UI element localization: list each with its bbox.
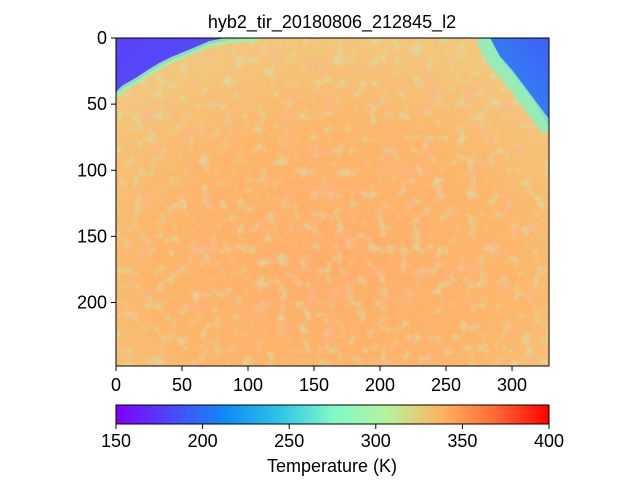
plot-frame: [115, 37, 550, 367]
y-tick-label: 200: [77, 293, 107, 313]
x-tick-label: 200: [365, 375, 395, 395]
y-tick-label: 0: [97, 28, 107, 48]
colorbar-tick-label: 250: [274, 431, 304, 451]
colorbar-tick-label: 400: [534, 431, 564, 451]
x-tick-label: 0: [111, 375, 121, 395]
colorbar-tick-label: 300: [361, 431, 391, 451]
x-tick-label: 50: [172, 375, 192, 395]
x-tick-label: 150: [299, 375, 329, 395]
x-axis: 0 50 100 150 200 250 300: [111, 366, 527, 395]
colorbar: [115, 404, 550, 425]
y-tick-label: 50: [87, 94, 107, 114]
x-tick-label: 300: [497, 375, 527, 395]
surface-warm-texture: [116, 38, 549, 366]
colorbar-tick-label: 150: [101, 431, 131, 451]
colorbar-label: Temperature (K): [267, 456, 397, 476]
chart-title: hyb2_tir_20180806_212845_l2: [208, 12, 456, 33]
y-tick-label: 150: [77, 226, 107, 246]
x-tick-label: 250: [431, 375, 461, 395]
heatmap-plot: [116, 38, 549, 366]
colorbar-tick-label: 350: [447, 431, 477, 451]
colorbar-tick-label: 200: [188, 431, 218, 451]
y-axis: 0 50 100 150 200: [77, 28, 116, 313]
colorbar-axis: 150 200 250 300 350 400: [101, 424, 564, 451]
y-tick-label: 100: [77, 160, 107, 180]
asteroid-limb: [116, 38, 261, 99]
x-tick-label: 100: [233, 375, 263, 395]
asteroid-limb-right: [475, 38, 549, 135]
